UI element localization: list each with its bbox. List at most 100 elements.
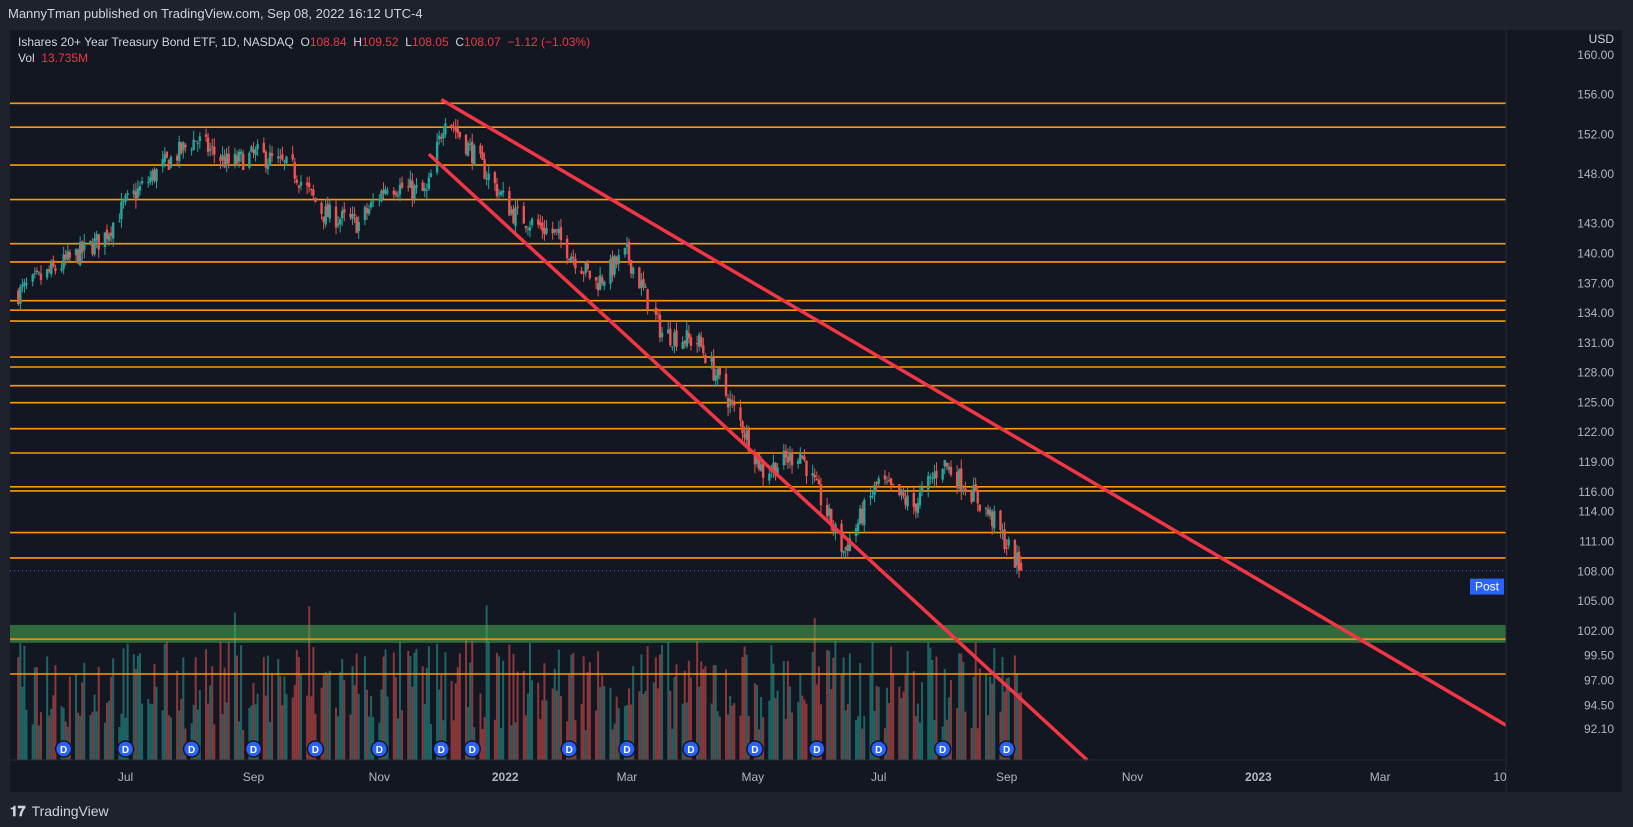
candle-body[interactable] — [421, 182, 424, 192]
candle-body[interactable] — [988, 509, 992, 516]
candle-body[interactable] — [700, 336, 703, 346]
candle-body[interactable] — [875, 481, 878, 485]
candle-body[interactable] — [468, 143, 472, 145]
dividend-marker-icon[interactable] — [116, 740, 135, 758]
price-chart[interactable]: 155.12152.71148.90145.43140.98139.15135.… — [10, 30, 1622, 792]
candle-body[interactable] — [37, 272, 41, 274]
candle-body[interactable] — [638, 267, 641, 289]
candle-body[interactable] — [658, 314, 662, 338]
candle-body[interactable] — [689, 337, 693, 347]
candle-body[interactable] — [933, 472, 936, 479]
candle-body[interactable] — [984, 507, 988, 509]
candle-body[interactable] — [279, 156, 282, 158]
candle-body[interactable] — [248, 152, 251, 168]
candle-body[interactable] — [627, 241, 631, 261]
candle-body[interactable] — [291, 154, 294, 160]
candle-body[interactable] — [557, 229, 561, 234]
candle-body[interactable] — [394, 192, 398, 195]
candle-body[interactable] — [435, 141, 439, 173]
candle-body[interactable] — [811, 473, 814, 476]
candle-body[interactable] — [314, 197, 317, 202]
candle-body[interactable] — [355, 217, 358, 234]
candle-body[interactable] — [654, 307, 658, 315]
candle-body[interactable] — [887, 480, 891, 482]
candle-body[interactable] — [609, 259, 612, 284]
candle-body[interactable] — [126, 193, 129, 196]
dividend-marker-icon[interactable] — [244, 740, 263, 758]
candle-body[interactable] — [322, 216, 325, 222]
candle-body[interactable] — [219, 157, 222, 161]
candle-body[interactable] — [914, 504, 918, 512]
candle-body[interactable] — [196, 142, 199, 144]
candle-body[interactable] — [898, 484, 901, 496]
candle-body[interactable] — [790, 452, 794, 466]
candle-body[interactable] — [109, 232, 113, 236]
candle-body[interactable] — [409, 179, 412, 188]
candle-body[interactable] — [1017, 551, 1021, 571]
candle-body[interactable] — [528, 227, 532, 231]
candle-body[interactable] — [93, 238, 96, 255]
candle-body[interactable] — [54, 267, 57, 271]
candle-body[interactable] — [652, 310, 655, 312]
candle-body[interactable] — [714, 375, 717, 381]
candle-body[interactable] — [753, 452, 757, 465]
candle-body[interactable] — [1001, 530, 1004, 532]
candle-body[interactable] — [369, 202, 373, 208]
candle-body[interactable] — [629, 259, 633, 274]
candle-body[interactable] — [522, 206, 525, 224]
candle-body[interactable] — [378, 199, 381, 201]
candle-body[interactable] — [545, 228, 548, 234]
candle-body[interactable] — [50, 262, 53, 275]
candle-body[interactable] — [483, 159, 486, 179]
candle-body[interactable] — [371, 201, 375, 203]
support-zone-band[interactable] — [10, 624, 1506, 643]
candle-body[interactable] — [473, 145, 476, 166]
candle-body[interactable] — [256, 144, 259, 150]
candle-body[interactable] — [396, 194, 400, 197]
candle-body[interactable] — [724, 373, 728, 396]
candle-body[interactable] — [848, 538, 852, 552]
candle-body[interactable] — [89, 240, 92, 244]
candle-body[interactable] — [132, 190, 136, 195]
candle-body[interactable] — [429, 173, 433, 178]
candle-body[interactable] — [91, 243, 94, 255]
candle-body[interactable] — [151, 171, 154, 181]
candle-body[interactable] — [182, 142, 185, 151]
candle-body[interactable] — [320, 202, 323, 214]
candle-body[interactable] — [786, 456, 790, 463]
candle-body[interactable] — [671, 346, 674, 348]
candle-body[interactable] — [935, 470, 938, 478]
candle-body[interactable] — [235, 155, 239, 164]
candle-body[interactable] — [596, 282, 600, 291]
candle-body[interactable] — [623, 247, 627, 255]
candle-body[interactable] — [111, 222, 115, 239]
candle-body[interactable] — [33, 273, 36, 275]
candle-body[interactable] — [906, 495, 909, 507]
candle-body[interactable] — [466, 142, 470, 156]
candle-body[interactable] — [386, 191, 389, 193]
dividend-marker-icon[interactable] — [560, 740, 578, 758]
dividend-marker-icon[interactable] — [933, 740, 952, 758]
candle-body[interactable] — [617, 255, 620, 264]
candle-body[interactable] — [986, 509, 990, 515]
candle-body[interactable] — [553, 229, 556, 233]
candle-body[interactable] — [365, 207, 369, 214]
candle-body[interactable] — [76, 249, 80, 264]
candle-body[interactable] — [537, 219, 540, 225]
candle-body[interactable] — [334, 206, 338, 228]
candle-body[interactable] — [138, 185, 142, 191]
candle-body[interactable] — [310, 188, 313, 190]
candle-body[interactable] — [559, 227, 563, 241]
candle-body[interactable] — [194, 140, 197, 142]
candle-body[interactable] — [357, 221, 360, 232]
candle-body[interactable] — [768, 473, 771, 481]
candle-body[interactable] — [516, 206, 519, 208]
candle-body[interactable] — [697, 334, 701, 347]
candle-body[interactable] — [481, 152, 484, 160]
candle-body[interactable] — [844, 547, 847, 550]
candle-body[interactable] — [134, 191, 138, 200]
candle-body[interactable] — [526, 229, 530, 231]
candle-body[interactable] — [683, 340, 686, 344]
candle-body[interactable] — [363, 207, 367, 221]
